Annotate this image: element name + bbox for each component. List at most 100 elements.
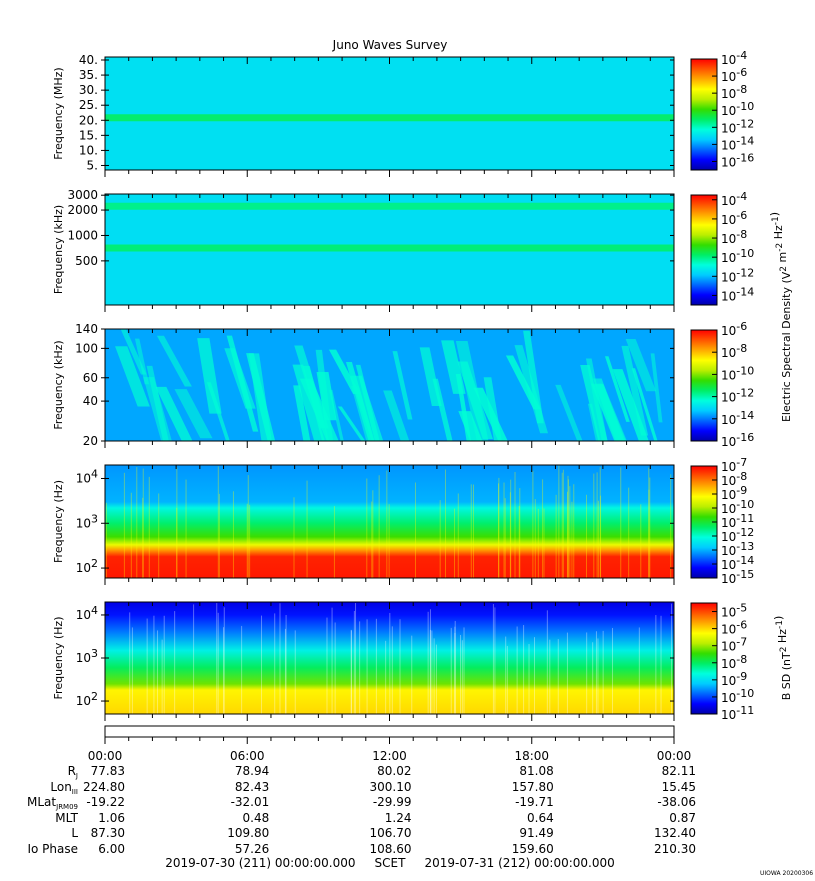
texture-streak: [153, 615, 155, 714]
colorbar-tick-label: 10-14: [721, 409, 754, 427]
texture-streak: [246, 503, 248, 578]
texture-streak: [655, 615, 657, 714]
texture-streak: [569, 486, 571, 578]
texture-streak: [555, 494, 557, 578]
texture-streak: [148, 476, 150, 578]
texture-streak: [261, 615, 263, 714]
texture-streak: [597, 638, 599, 714]
texture-streak: [433, 638, 435, 714]
texture-streak: [136, 467, 138, 578]
y-tick-label: 25.: [79, 98, 98, 112]
texture-streak: [567, 479, 569, 578]
texture-streak: [532, 470, 534, 578]
ephemeris-value: -19.71: [515, 795, 554, 809]
texture-streak: [498, 477, 500, 578]
colorbar-tick-label: 10-16: [721, 431, 754, 449]
y-axis-label: Frequency (kHz): [52, 340, 65, 429]
ephemeris-value: 6.00: [98, 841, 125, 856]
texture-streak: [142, 468, 144, 578]
colorbar-tick-label: 10-5: [721, 602, 747, 620]
colorbar-tick-label: 10-14: [721, 285, 754, 303]
texture-streak: [528, 644, 530, 714]
colorbar-tick-label: 10-6: [721, 209, 747, 227]
texture-streak: [355, 603, 357, 714]
texture-streak: [596, 472, 598, 578]
ephemeris-value: 15.45: [661, 779, 696, 794]
colorbar-tick-label: 10-10: [721, 687, 754, 705]
texture-streak: [671, 603, 673, 714]
colorbar-tick-label: 10-6: [721, 619, 747, 637]
ephemeris-value: 87.30: [90, 826, 125, 840]
colorbar-tick-label: 10-10: [721, 247, 754, 265]
texture-streak: [492, 604, 494, 714]
texture-streak: [129, 612, 131, 714]
texture-streak: [247, 475, 249, 578]
texture-streak: [504, 498, 506, 578]
ephemeris-value: 80.02: [377, 764, 412, 778]
y-tick-label: 10.: [79, 143, 98, 157]
ephemeris-row-label: L: [71, 826, 78, 840]
texture-streak: [249, 504, 251, 578]
colorbar-tick-label: 10-4: [721, 190, 747, 208]
texture-streak: [542, 479, 544, 578]
texture-streak: [454, 620, 456, 714]
texture-streak: [628, 487, 630, 578]
emission-streak: [337, 406, 366, 441]
ephemeris-value: 0.87: [669, 810, 696, 825]
colorbar-tick-label: 10-8: [721, 83, 747, 101]
colorbar: [690, 329, 718, 442]
texture-streak: [334, 622, 336, 714]
colorbar-tick-label: 10-8: [721, 653, 747, 671]
emission-streak: [115, 346, 150, 407]
y-tick-label: 3000: [67, 188, 98, 202]
texture-streak: [399, 619, 401, 714]
emission-streak: [120, 329, 147, 375]
y-tick-label: 20: [83, 434, 98, 448]
ephemeris-value: 78.94: [234, 764, 270, 778]
texture-streak: [592, 642, 594, 714]
texture-streak: [223, 607, 225, 714]
y-tick-label: 100: [75, 341, 98, 355]
texture-streak: [534, 637, 536, 714]
ephemeris-value: 159.60: [511, 841, 554, 856]
y-axis-label: Frequency (kHz): [52, 205, 65, 294]
y-tick-label: 104: [76, 604, 98, 622]
emission-streak: [621, 345, 649, 436]
texture-streak: [218, 493, 220, 578]
texture-streak: [142, 497, 144, 578]
emission-band: [105, 202, 674, 210]
ephemeris-value: 81.08: [519, 764, 554, 778]
time-axis-strip: [104, 725, 675, 738]
emission-streak: [392, 351, 413, 420]
y-axis-label: Frequency (Hz): [52, 480, 65, 563]
ephemeris-value: 82.43: [234, 779, 270, 794]
texture-streak: [561, 472, 563, 578]
texture-streak: [174, 611, 176, 714]
texture-streak: [388, 504, 390, 578]
texture-streak: [176, 467, 178, 578]
ephemeris-value: 0.48: [242, 810, 270, 825]
texture-streak: [326, 617, 328, 714]
texture-streak: [391, 626, 393, 714]
colorbar-tick-label: 10-8: [721, 342, 747, 360]
emission-streak: [593, 378, 625, 441]
texture-streak: [217, 612, 219, 714]
texture-streak: [372, 490, 374, 578]
texture-streak: [378, 475, 380, 578]
colorbar-tick-label: 10-12: [721, 266, 754, 284]
texture-streak: [514, 471, 516, 578]
texture-streak: [648, 467, 650, 578]
texture-streak: [494, 607, 496, 714]
texture-streak: [176, 507, 178, 578]
texture-streak: [217, 466, 219, 578]
texture-streak: [602, 630, 604, 714]
ephemeris-value: 77.83: [90, 764, 125, 778]
emission-streak: [143, 377, 172, 441]
texture-streak: [163, 615, 165, 714]
ephemeris-value: -38.06: [657, 795, 696, 809]
texture-streak: [600, 495, 602, 578]
ephemeris-value: 1.24: [384, 810, 412, 825]
spectrogram-panel-1: 40.35.30.25.20.15.10.5. Frequency (MHz) 10…: [52, 49, 754, 177]
